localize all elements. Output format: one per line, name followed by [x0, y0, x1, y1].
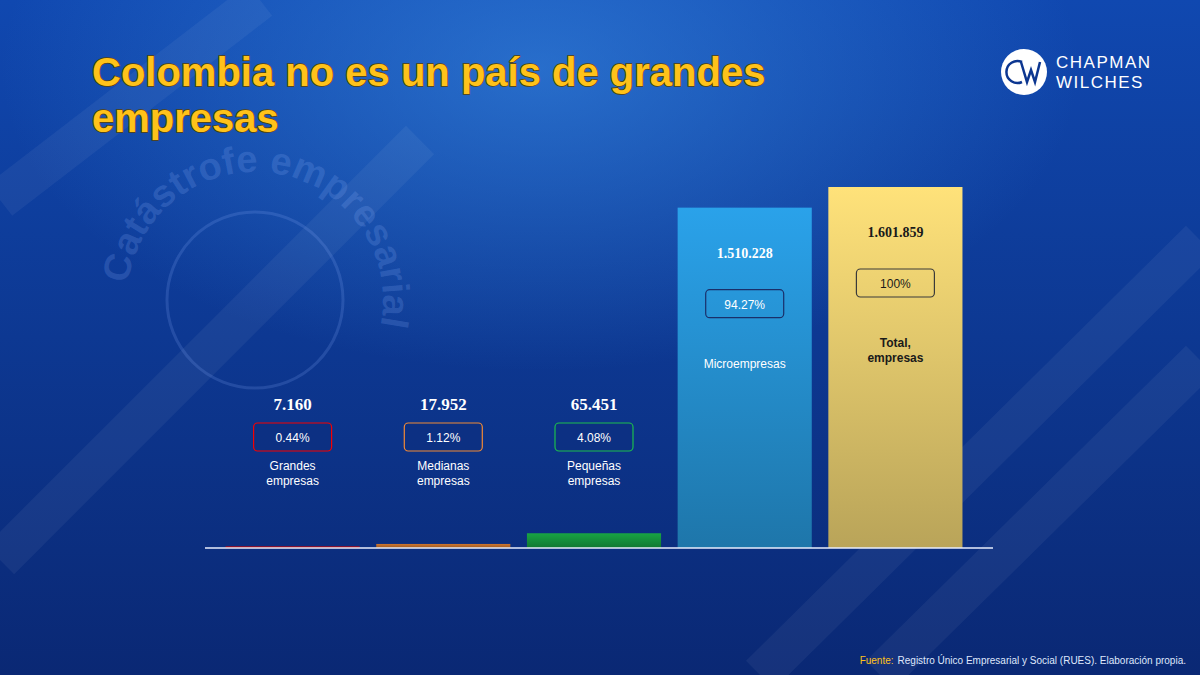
- baseline: [205, 547, 993, 549]
- category-label-line: Microempresas: [704, 357, 786, 371]
- watermark: Catástrofe empresarial: [94, 138, 417, 388]
- title-line: Colombia no es un país de grandes: [92, 50, 765, 94]
- value-label: 65.451: [571, 395, 618, 414]
- share-label: 100%: [880, 277, 911, 291]
- labels: 7.1600.44%Grandesempresas17.9521.12%Medi…: [254, 225, 935, 488]
- category-label-line: Total,: [880, 336, 911, 350]
- bar: [527, 533, 661, 548]
- logo: CHAPMANWILCHES: [1001, 49, 1152, 95]
- watermark-text: Catástrofe empresarial: [94, 138, 417, 332]
- logo-text: CHAPMAN: [1056, 53, 1152, 72]
- category-label-line: Medianas: [417, 459, 469, 473]
- chart: Catástrofe empresarialColombia no es un …: [0, 0, 1200, 675]
- bar: [678, 208, 812, 548]
- bar: [828, 187, 962, 548]
- category-label: Microempresas: [704, 357, 786, 371]
- watermark-ring: [167, 212, 343, 388]
- share-box: [706, 290, 784, 318]
- share-box: [555, 423, 633, 451]
- background-glow: [0, 0, 1200, 675]
- title-line: empresas: [92, 96, 279, 140]
- share-box: [856, 269, 934, 297]
- logo-mark: [1006, 61, 1040, 83]
- source: Fuente: Registro Único Empresarial y Soci…: [860, 654, 1186, 666]
- value-label: 17.952: [420, 395, 467, 414]
- share-box: [404, 423, 482, 451]
- logo-badge: [1001, 49, 1047, 95]
- source-text: Registro Único Empresarial y Social (RUE…: [898, 654, 1186, 666]
- category-label: Pequeñasempresas: [567, 459, 621, 488]
- share-label: 0.44%: [276, 431, 310, 445]
- category-label: Total,empresas: [867, 336, 923, 365]
- category-label-line: empresas: [867, 351, 923, 365]
- category-label-line: empresas: [568, 474, 621, 488]
- share-label: 1.12%: [426, 431, 460, 445]
- category-label: Grandesempresas: [266, 459, 319, 488]
- title: Colombia no es un país de grandesempresa…: [92, 50, 765, 140]
- category-label-line: Grandes: [270, 459, 316, 473]
- decoration: [0, 0, 1200, 675]
- category-label: Medianasempresas: [417, 459, 470, 488]
- share-box: [254, 423, 332, 451]
- logo-text: WILCHES: [1056, 73, 1144, 92]
- value-label: 1.510.228: [717, 246, 773, 261]
- bars: [226, 187, 963, 548]
- background: [0, 0, 1200, 675]
- value-label: 1.601.859: [867, 225, 923, 240]
- decor-band: [760, 240, 1200, 675]
- category-label-line: Pequeñas: [567, 459, 621, 473]
- share-label: 4.08%: [577, 431, 611, 445]
- share-label: 94.27%: [724, 298, 765, 312]
- watermark-text-path: Catástrofe empresarial: [94, 138, 417, 332]
- category-label-line: empresas: [417, 474, 470, 488]
- source-label: Fuente:: [860, 655, 894, 666]
- category-label-line: empresas: [266, 474, 319, 488]
- value-label: 7.160: [273, 395, 311, 414]
